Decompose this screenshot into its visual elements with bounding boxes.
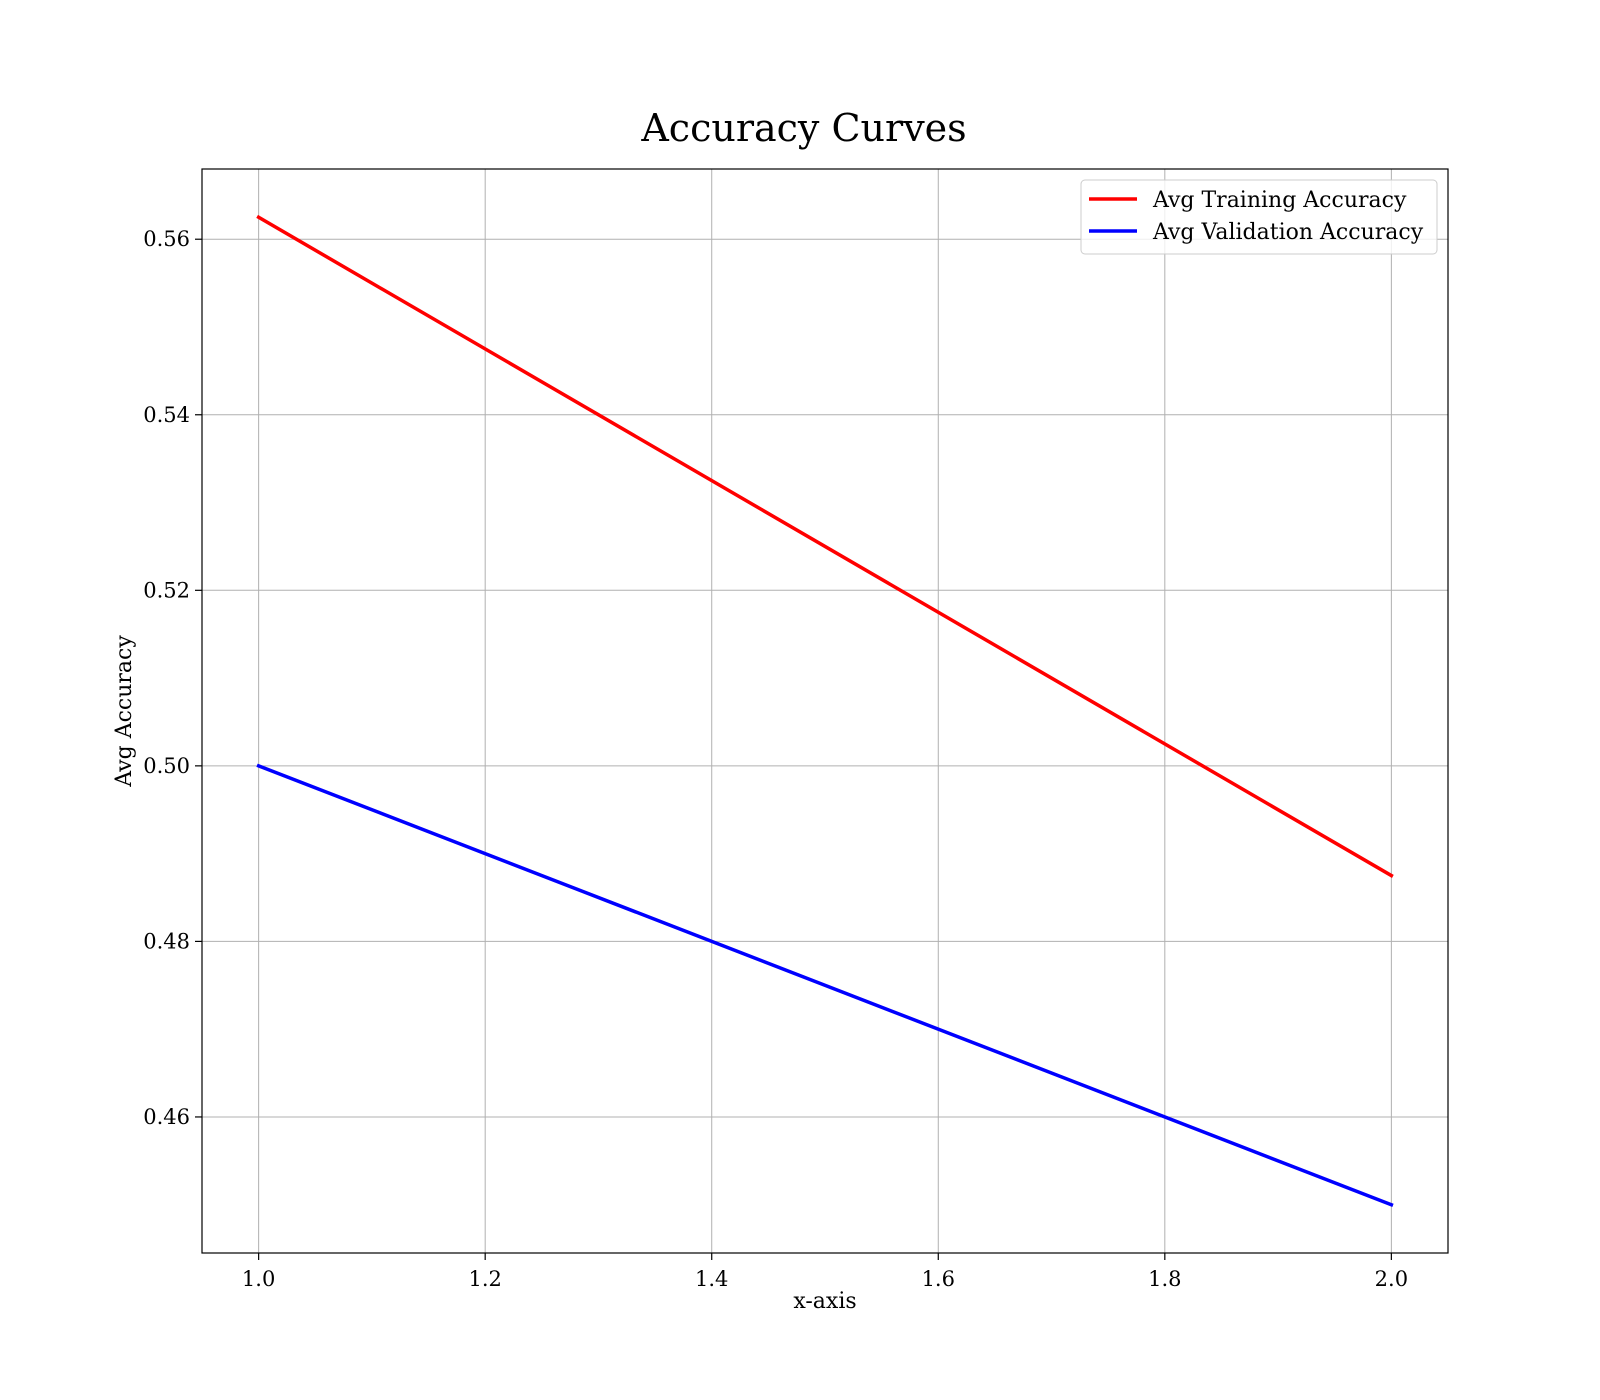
x-axis-label: x-axis [793, 1289, 856, 1314]
y-axis-label: Avg Accuracy [112, 635, 137, 788]
x-tick-label: 1.2 [468, 1267, 501, 1291]
y-tick-label: 0.52 [143, 578, 190, 602]
x-axis-ticks: 1.0 1.2 1.4 1.6 1.8 2.0 [242, 1253, 1408, 1291]
x-tick-label: 1.6 [922, 1267, 955, 1291]
legend-box [1080, 179, 1438, 255]
y-tick-label: 0.56 [143, 227, 190, 251]
x-tick-label: 1.0 [242, 1267, 275, 1291]
training-accuracy-line [256, 214, 1394, 878]
x-tick-label: 1.8 [1148, 1267, 1181, 1291]
plot-frame [201, 168, 1449, 1254]
series-lines [256, 214, 1394, 1207]
y-tick-label: 0.48 [143, 929, 190, 953]
y-tick-label: 0.46 [143, 1105, 190, 1129]
y-tick-label: 0.54 [143, 403, 190, 427]
legend-label-training: Avg Training Accuracy [1152, 188, 1407, 213]
validation-accuracy-line [256, 763, 1394, 1207]
chart-title: Accuracy Curves [640, 106, 966, 150]
grid [202, 169, 1448, 1253]
legend-label-validation: Avg Validation Accuracy [1152, 220, 1424, 245]
x-tick-label: 2.0 [1375, 1267, 1408, 1291]
y-axis-ticks: 0.46 0.48 0.50 0.52 0.54 0.56 [143, 227, 202, 1129]
y-tick-label: 0.50 [143, 754, 190, 778]
x-tick-label: 1.4 [695, 1267, 728, 1291]
legend: Avg Training Accuracy Avg Validation Acc… [1080, 179, 1438, 255]
